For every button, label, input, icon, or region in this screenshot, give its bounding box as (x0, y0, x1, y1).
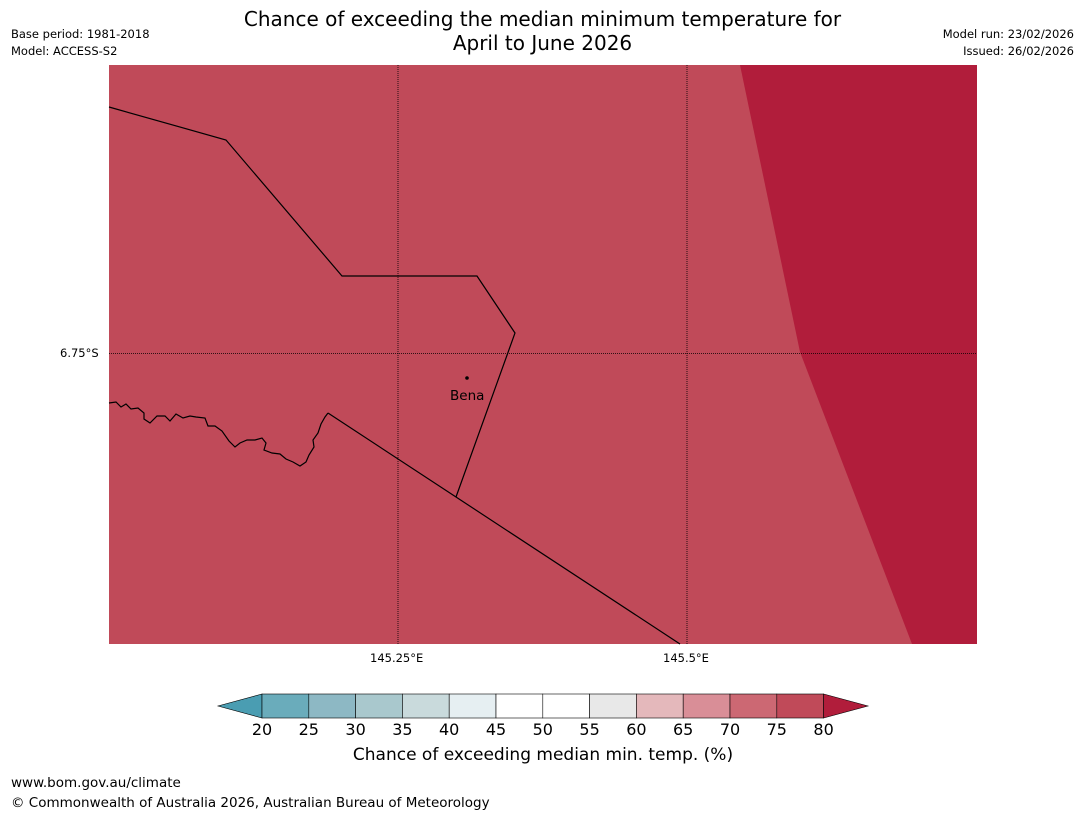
colorbar-tick-label: 50 (532, 720, 553, 739)
colorbar-segment (776, 693, 824, 719)
title-line-1: Chance of exceeding the median minimum t… (243, 7, 842, 31)
colorbar-tick-label: 70 (719, 720, 741, 739)
colorbar-under-arrow (216, 693, 263, 719)
colorbar-segment (355, 693, 403, 719)
colorbar-tick-label: 35 (392, 720, 413, 739)
issued-date: Issued: 26/02/2026 (963, 44, 1074, 58)
title-line-2: April to June 2026 (452, 31, 633, 55)
colorbar-tick-label: 45 (485, 720, 507, 739)
coastline (108, 401, 329, 467)
colorbar-tick-label: 40 (439, 720, 460, 739)
colorbar-segment (729, 693, 778, 719)
colorbar-tick-label: 60 (626, 720, 647, 739)
model-run-date: Model run: 23/02/2026 (942, 27, 1074, 41)
longitude-label: 145.5°E (663, 651, 709, 665)
footer-copyright: © Commonwealth of Australia 2026, Austra… (11, 795, 490, 811)
colorbar-segment (542, 693, 590, 719)
colorbar-label: Chance of exceeding median min. temp. (%… (352, 745, 734, 765)
colorbar-tick-label: 30 (345, 720, 366, 739)
model-name: Model: ACCESS-S2 (11, 44, 118, 58)
probability-region-above-80 (740, 65, 977, 644)
colorbar-over-arrow (823, 693, 870, 719)
colorbar-segment (682, 693, 731, 719)
colorbar-tick-label: 80 (813, 720, 834, 739)
model-info: Base period: 1981-2018 Model: ACCESS-S2 (11, 26, 150, 60)
colorbar-segment (448, 693, 497, 719)
colorbar-tick-label: 75 (766, 720, 787, 739)
latitude-label: 6.75°S (60, 346, 99, 360)
colorbar-tick-label: 25 (298, 720, 319, 739)
base-period: Base period: 1981-2018 (11, 27, 150, 41)
chart-title: Chance of exceeding the median minimum t… (180, 7, 905, 55)
colorbar-tick-label: 65 (673, 720, 694, 739)
colorbar (216, 693, 870, 719)
location-dot-icon (465, 376, 469, 380)
run-info: Model run: 23/02/2026 Issued: 26/02/2026 (943, 26, 1074, 60)
colorbar-segment (589, 693, 637, 719)
colorbar-segment (308, 693, 356, 719)
longitude-label: 145.25°E (370, 651, 424, 665)
colorbar-segment (495, 693, 544, 719)
footer-url[interactable]: www.bom.gov.au/climate (11, 775, 181, 791)
place-label-bena: Bena (450, 388, 485, 404)
province-boundary (327, 412, 681, 645)
colorbar-segment (636, 693, 684, 719)
province-boundary (108, 106, 516, 498)
colorbar-tick-label: 20 (251, 720, 273, 739)
colorbar-segment (261, 693, 310, 719)
colorbar-tick-label: 55 (579, 720, 600, 739)
colorbar-segment (402, 693, 450, 719)
